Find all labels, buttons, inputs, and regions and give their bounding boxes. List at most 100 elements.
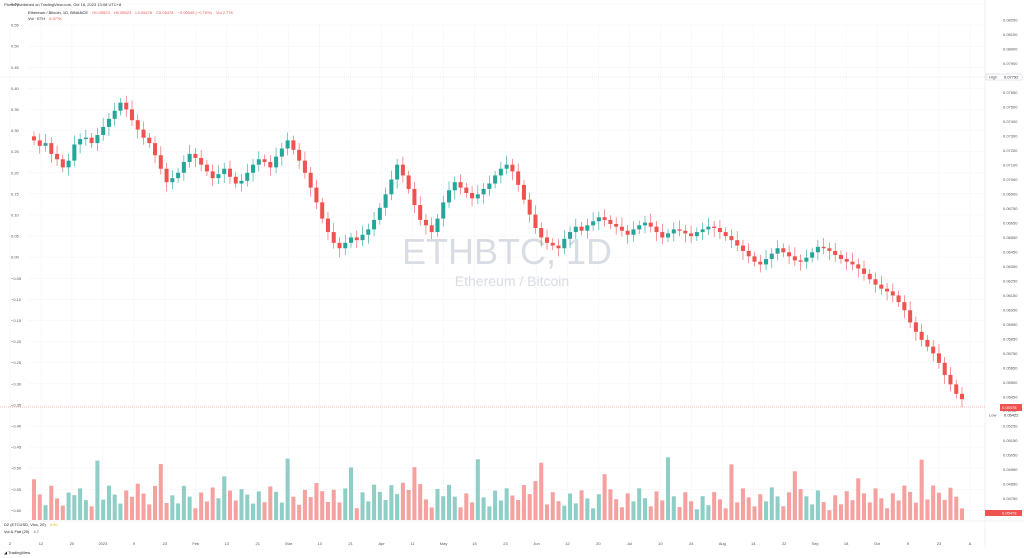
volume-bar bbox=[700, 496, 705, 520]
volume-bar bbox=[43, 505, 48, 520]
candle-body bbox=[204, 164, 209, 172]
volume-bar bbox=[251, 503, 256, 520]
candle-body bbox=[752, 256, 757, 262]
left-price-scale: 0.60 0.55 0.50 0.45 0.40 0.35 0.30 0.25 0.20 0.15… bbox=[11, 2, 22, 513]
volume-bar bbox=[850, 500, 855, 520]
candle-body bbox=[343, 242, 348, 249]
indicator-legend-1[interactable]: D2 (ETCUSD, Vixx, 20) 0.00 bbox=[4, 522, 61, 527]
candle-body bbox=[297, 149, 302, 161]
right-tick-label: 0.05500 bbox=[1003, 380, 1018, 385]
indicator-legend-2[interactable]: Vol & Flat (20) 4.7 bbox=[4, 529, 42, 534]
candle-body bbox=[487, 183, 492, 189]
volume-bar bbox=[654, 491, 659, 520]
candle-body bbox=[227, 168, 232, 177]
volume-bar bbox=[112, 494, 117, 520]
volume-bar bbox=[746, 497, 751, 520]
candle-body bbox=[210, 171, 215, 179]
volume-bar bbox=[890, 493, 895, 520]
right-tick-label: 0.06550 bbox=[1003, 235, 1018, 240]
candle-body bbox=[908, 310, 913, 323]
volume-bar bbox=[481, 497, 486, 520]
time-tick-label: 9 bbox=[907, 541, 910, 546]
volume-bar bbox=[879, 498, 884, 520]
svg-text:0.05422: 0.05422 bbox=[1004, 413, 1019, 418]
candle-body bbox=[37, 140, 42, 146]
candle-body bbox=[867, 273, 872, 280]
candle-body bbox=[792, 256, 797, 261]
left-tick-label: −0.55 bbox=[11, 487, 22, 492]
volume-bar bbox=[861, 493, 867, 520]
time-tick-label: May bbox=[440, 541, 448, 546]
volume-bar bbox=[913, 502, 918, 520]
candle-body bbox=[308, 172, 313, 188]
right-tick-label: 0.05050 bbox=[1003, 453, 1018, 458]
candle-body bbox=[233, 176, 238, 184]
right-tick-label: 0.07300 bbox=[1003, 134, 1018, 139]
candle-body bbox=[256, 159, 261, 165]
volume-bar bbox=[89, 506, 94, 520]
right-tick-label: 0.05850 bbox=[1003, 337, 1018, 342]
candle-body bbox=[913, 322, 918, 332]
candle-body bbox=[262, 159, 267, 162]
right-price-scale: 0.082500.081000.080000.079000.077500.076… bbox=[1003, 18, 1018, 516]
volume-legend-label[interactable]: Vol · ETH bbox=[28, 16, 46, 21]
volume-bar bbox=[446, 484, 452, 520]
svg-text:Low: Low bbox=[989, 413, 996, 418]
time-tick-label: Apr bbox=[378, 541, 385, 546]
candle-body bbox=[418, 205, 423, 220]
tradingview-logo[interactable]: ◢ TradingView bbox=[4, 550, 30, 555]
symbol-name[interactable]: Ethereum / Bitcoin, 1D, BINANCE bbox=[28, 10, 89, 15]
right-tick-label: 0.08000 bbox=[1003, 47, 1018, 52]
volume-bar bbox=[723, 508, 728, 520]
volume-bar bbox=[204, 501, 209, 520]
left-tick-label: 0.15 bbox=[11, 191, 20, 196]
left-tick-label: 0.50 bbox=[11, 44, 20, 49]
volume-bar bbox=[412, 467, 417, 520]
candle-body bbox=[833, 250, 838, 255]
candle-body bbox=[372, 219, 377, 230]
volume-bar bbox=[170, 495, 175, 520]
time-tick-label: Mar bbox=[285, 541, 293, 546]
right-tick-label: 0.06450 bbox=[1003, 250, 1018, 255]
volume-bar bbox=[533, 481, 538, 520]
candle-body bbox=[654, 226, 659, 233]
time-tick-label: 21 bbox=[256, 541, 261, 546]
candle-body bbox=[268, 161, 273, 168]
time-tick-label: 12 bbox=[39, 541, 44, 546]
volume-bar bbox=[366, 501, 371, 520]
volume-bar bbox=[475, 459, 480, 520]
candle-body bbox=[245, 172, 250, 181]
low-badge: Low 0.05422 bbox=[986, 412, 1022, 418]
candle-body bbox=[153, 143, 158, 156]
candle-body bbox=[746, 250, 751, 257]
left-tick-label: 0.10 bbox=[11, 213, 20, 218]
candle-body bbox=[43, 143, 48, 146]
candle-body bbox=[360, 234, 365, 241]
left-tick-label: −0.45 bbox=[11, 445, 22, 450]
candle-body bbox=[337, 242, 342, 249]
volume-bar bbox=[423, 499, 428, 520]
left-tick-label: 0.00 bbox=[11, 255, 20, 260]
right-tick-label: 0.07400 bbox=[1003, 119, 1018, 124]
volume-bar bbox=[856, 478, 861, 520]
volume-bar bbox=[735, 502, 740, 520]
candle-body bbox=[631, 229, 636, 235]
left-tick-label: −0.35 bbox=[11, 402, 22, 407]
candle-body bbox=[383, 194, 388, 208]
right-tick-label: 0.06750 bbox=[1003, 206, 1018, 211]
right-tick-label: 0.06050 bbox=[1003, 308, 1018, 313]
candle-body bbox=[694, 232, 699, 237]
time-tick-label: 12 bbox=[565, 541, 570, 546]
volume-bar bbox=[66, 492, 71, 520]
candle-body bbox=[493, 175, 498, 184]
candle-body bbox=[821, 246, 826, 249]
right-tick-label: 0.05350 bbox=[1003, 409, 1018, 414]
volume-bar bbox=[354, 508, 359, 520]
time-tick-label: A bbox=[969, 541, 972, 546]
volume-bar bbox=[959, 508, 965, 520]
right-tick-label: 0.05650 bbox=[1003, 366, 1018, 371]
time-tick-label: Oct bbox=[874, 541, 881, 546]
time-tick-label: 9 bbox=[133, 541, 136, 546]
right-tick-label: 0.07650 bbox=[1003, 90, 1018, 95]
